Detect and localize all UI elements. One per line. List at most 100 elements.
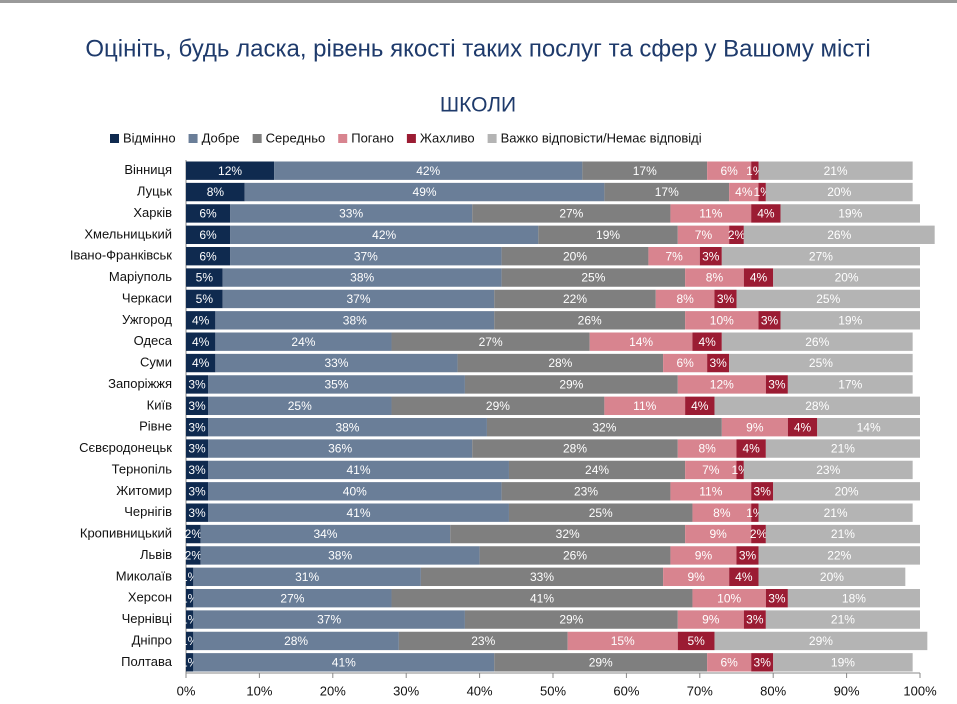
value-label: 29%: [559, 378, 583, 392]
value-label: 3%: [768, 378, 786, 392]
y-tick-label: Суми: [140, 355, 172, 370]
bar-segment: [494, 311, 686, 330]
x-tick-label: 40%: [467, 683, 493, 698]
bar-segment: [751, 482, 774, 501]
chart-title: Оцініть, будь ласка, рівень якості таких…: [85, 35, 870, 62]
value-label: 4%: [192, 313, 210, 327]
value-label: 32%: [592, 420, 616, 434]
value-label: 37%: [354, 249, 378, 263]
value-label: 42%: [416, 164, 440, 178]
bar-segment: [758, 311, 781, 330]
bar-segment: [743, 460, 913, 480]
value-label: 6%: [720, 164, 738, 178]
bar-segment: [464, 375, 678, 394]
bar-segment: [765, 375, 788, 394]
legend-swatch: [487, 134, 497, 143]
value-label: 41%: [346, 463, 370, 477]
chart-subtitle: ШКОЛИ: [440, 94, 516, 117]
bar-segment: [765, 439, 920, 458]
bar-segment: [186, 524, 201, 544]
bar-segment: [751, 524, 766, 544]
bar-segment: [186, 375, 209, 394]
bar-segment: [743, 225, 935, 245]
y-tick-label: Одеса: [134, 333, 173, 348]
value-label: 8%: [676, 292, 694, 306]
value-label: 2%: [728, 228, 746, 242]
bar-segment: [222, 268, 502, 287]
y-tick-label: Тернопіль: [112, 461, 173, 476]
value-label: 20%: [835, 484, 859, 498]
value-label: 23%: [471, 634, 495, 648]
value-label: 25%: [288, 399, 312, 413]
value-label: 9%: [709, 527, 727, 541]
value-label: 37%: [346, 292, 370, 306]
bar-segment: [729, 353, 913, 373]
value-label: 3%: [188, 420, 206, 434]
value-label: 21%: [824, 164, 848, 178]
bar-segment: [193, 588, 392, 608]
value-label: 25%: [809, 356, 833, 370]
value-label: 20%: [835, 271, 859, 285]
bar-segment: [186, 311, 216, 330]
legend-swatch: [252, 134, 262, 143]
value-label: 3%: [702, 249, 720, 263]
bar-segment: [736, 460, 744, 480]
y-tick-label: Запоріжжя: [108, 376, 172, 391]
value-label: 31%: [295, 570, 319, 584]
y-tick-label: Львів: [140, 547, 172, 562]
value-label: 2%: [750, 527, 768, 541]
value-label: 25%: [589, 506, 613, 520]
bar-segment: [538, 225, 678, 245]
bar-segment: [244, 182, 605, 202]
bar-segment: [208, 503, 509, 522]
y-tick-label: Харків: [133, 205, 172, 220]
bar-segment: [736, 546, 759, 565]
bar-segment: [677, 439, 737, 458]
value-label: 35%: [324, 378, 348, 392]
value-label: 15%: [611, 634, 635, 648]
bar-segment: [773, 268, 920, 287]
bar-segment: [464, 610, 678, 629]
value-label: 21%: [831, 613, 855, 627]
bar-segment: [391, 588, 693, 608]
value-label: 6%: [199, 207, 217, 221]
value-label: 10%: [710, 313, 734, 327]
bar-segment: [186, 268, 223, 287]
value-label: 22%: [563, 292, 587, 306]
bar-segment: [193, 567, 421, 587]
bar-segment: [508, 460, 686, 480]
value-label: 11%: [633, 399, 656, 413]
bar-segment: [208, 417, 487, 437]
value-label: 26%: [827, 228, 851, 242]
value-label: 32%: [556, 527, 580, 541]
y-tick-label: Чернівці: [122, 611, 173, 626]
bar-segment: [208, 482, 502, 501]
x-tick-label: 50%: [540, 683, 566, 698]
value-label: 37%: [317, 613, 341, 627]
value-label: 28%: [805, 399, 829, 413]
bar-segment: [508, 503, 693, 522]
bar-segment: [450, 524, 686, 544]
bar-segment: [186, 182, 245, 202]
value-label: 8%: [207, 185, 225, 199]
value-label: 27%: [280, 591, 304, 605]
value-label: 4%: [735, 185, 753, 199]
y-tick-label: Сєвєродонецьк: [79, 440, 172, 455]
bar-segment: [589, 332, 693, 351]
value-label: 24%: [291, 335, 315, 349]
bar-segment: [743, 610, 766, 629]
value-label: 5%: [196, 271, 214, 285]
bar-segment: [677, 225, 730, 245]
value-label: 41%: [530, 591, 554, 605]
value-label: 27%: [559, 207, 583, 221]
y-tick-label: Ужгород: [122, 312, 172, 327]
value-label: 2%: [185, 527, 203, 541]
bar-segment: [685, 396, 715, 416]
value-label: 29%: [589, 655, 613, 669]
value-label: 3%: [746, 613, 764, 627]
bar-segment: [186, 503, 209, 522]
value-label: 49%: [413, 185, 437, 199]
value-label: 7%: [695, 228, 713, 242]
value-label: 33%: [339, 207, 363, 221]
